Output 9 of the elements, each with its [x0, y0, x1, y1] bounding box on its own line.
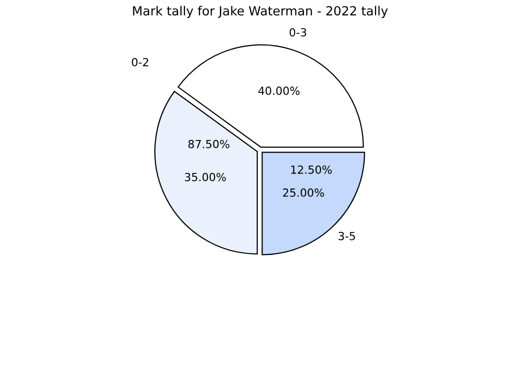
text: 12.50%	[291, 165, 332, 174]
slice-label: 3-5	[338, 232, 355, 240]
text: 87.50%	[188, 140, 230, 148]
data-label: 35.00%	[184, 172, 226, 182]
slice-label: 0-3	[290, 28, 306, 37]
data-label: 40.00%	[258, 86, 300, 95]
data-label: 25.00%	[283, 188, 324, 197]
chart-title: Mark tally for Jake Waterman - 2022 tally	[133, 6, 388, 18]
text: 0-2	[132, 58, 148, 66]
